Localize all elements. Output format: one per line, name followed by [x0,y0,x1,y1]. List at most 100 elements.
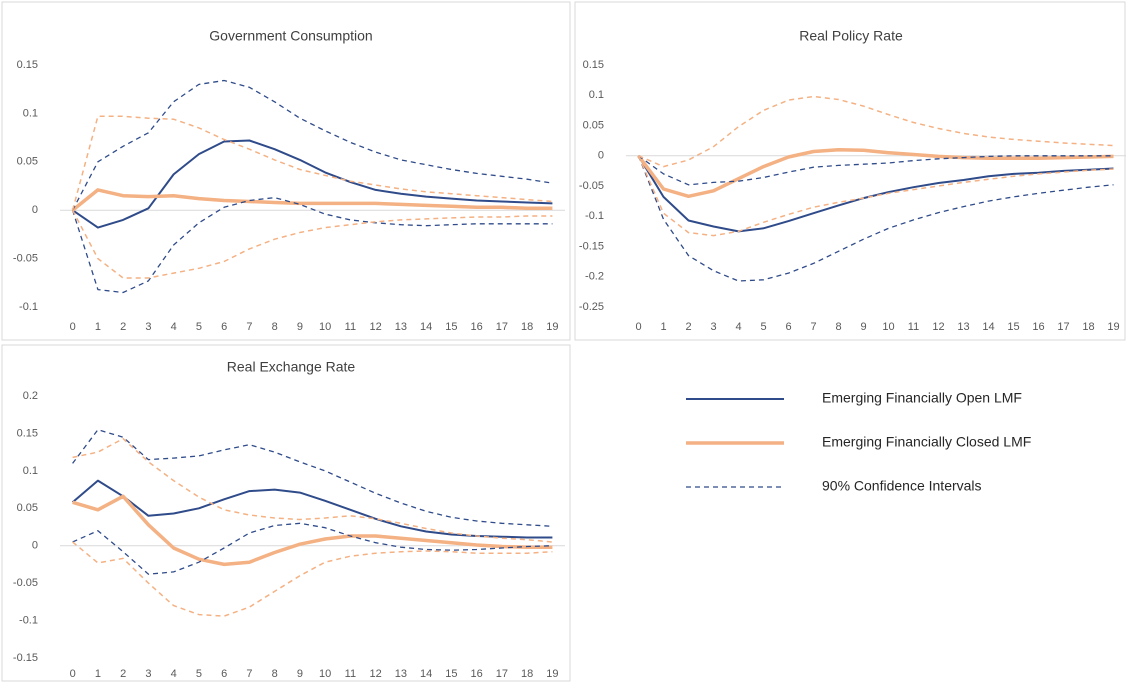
x-tick-label: 5 [196,668,202,680]
x-tick-label: 7 [246,321,252,333]
series-line [71,188,553,212]
chart-title: Real Exchange Rate [227,359,356,375]
x-tick-label: 7 [246,668,252,680]
x-tick-label: 6 [221,668,227,680]
x-tick-label: 5 [196,321,202,333]
series-line [637,155,1114,233]
x-tick-label: 4 [171,321,177,333]
x-tick-label: 14 [420,321,432,333]
series-line [72,79,553,211]
y-tick-label: 0.1 [23,465,38,477]
y-tick-label: -0.15 [13,652,38,664]
x-tick-label: 1 [660,321,666,333]
y-tick-label: 0.15 [583,59,604,71]
x-tick-label: 0 [70,321,76,333]
y-tick-label: -0.2 [585,271,604,283]
x-tick-label: 4 [735,321,741,333]
chart-title: Government Consumption [209,28,372,44]
y-tick-label: -0.15 [579,240,604,252]
x-tick-label: 8 [835,321,841,333]
series-line [72,494,553,567]
y-tick-label: 0.1 [589,89,604,101]
x-tick-label: 1 [95,321,101,333]
x-tick-label: 3 [710,321,716,333]
x-tick-label: 16 [1032,321,1044,333]
x-tick-label: 11 [908,321,919,333]
x-tick-label: 17 [496,668,508,680]
x-tick-label: 12 [370,668,382,680]
x-tick-label: 3 [145,668,151,680]
x-tick-label: 18 [521,321,533,333]
panel-border [574,1,1126,341]
x-tick-label: 16 [471,668,483,680]
y-tick-label: 0.05 [17,502,38,514]
series-line [71,209,553,279]
x-tick-label: 19 [546,321,558,333]
x-tick-label: 0 [70,668,76,680]
legend-label: Emerging Financially Open LMF [822,390,1022,406]
series-line [72,437,553,543]
series-line [638,155,1114,186]
x-tick-label: 18 [1082,321,1094,333]
panel-border [1,1,571,341]
x-tick-label: 11 [345,321,356,333]
series-line [72,541,553,617]
x-tick-label: 2 [685,321,691,333]
y-tick-label: -0.1 [19,614,38,626]
series-line [71,196,553,294]
legend-label: 90% Confidence Intervals [822,478,982,494]
x-tick-label: 16 [471,321,483,333]
x-tick-label: 10 [882,321,894,333]
y-tick-label: 0.05 [17,156,38,168]
x-tick-label: 12 [932,321,944,333]
series-line [72,429,553,527]
x-tick-label: 0 [635,321,641,333]
y-tick-label: 0.2 [23,390,38,402]
x-tick-label: 11 [345,668,356,680]
x-tick-label: 2 [120,321,126,333]
x-tick-label: 13 [395,668,407,680]
y-tick-label: -0.25 [579,301,604,313]
y-tick-label: 0.1 [23,107,38,119]
series-line [72,139,553,229]
x-tick-label: 4 [171,668,177,680]
x-tick-label: 8 [272,668,278,680]
x-tick-label: 6 [785,321,791,333]
y-tick-label: -0.05 [579,180,604,192]
x-tick-label: 2 [120,668,126,680]
x-tick-label: 13 [395,321,407,333]
x-tick-label: 18 [521,668,533,680]
series-line [72,522,553,575]
y-tick-label: -0.05 [13,577,38,589]
x-tick-label: 7 [810,321,816,333]
x-tick-label: 9 [860,321,866,333]
x-tick-label: 5 [760,321,766,333]
y-tick-label: -0.05 [13,253,38,265]
series-line [637,155,1114,282]
x-tick-label: 12 [370,321,382,333]
x-tick-label: 17 [1057,321,1069,333]
chart-title: Real Policy Rate [799,28,903,44]
series-line [71,479,553,539]
y-tick-label: -0.1 [19,301,38,313]
y-tick-label: 0.15 [17,59,38,71]
x-tick-label: 10 [319,321,331,333]
series-line [637,147,1114,199]
x-tick-label: 1 [95,668,101,680]
x-tick-label: 8 [272,321,278,333]
x-tick-label: 15 [445,321,457,333]
y-tick-label: 0.15 [17,427,38,439]
x-tick-label: 15 [1007,321,1019,333]
x-tick-label: 19 [1107,321,1119,333]
legend-label: Emerging Financially Closed LMF [822,434,1031,450]
x-tick-label: 13 [957,321,969,333]
x-tick-label: 6 [221,321,227,333]
x-tick-label: 10 [319,668,331,680]
x-tick-label: 9 [297,668,303,680]
y-tick-label: 0.05 [583,119,604,131]
x-tick-label: 15 [445,668,457,680]
x-tick-label: 14 [420,668,432,680]
x-tick-label: 17 [496,321,508,333]
